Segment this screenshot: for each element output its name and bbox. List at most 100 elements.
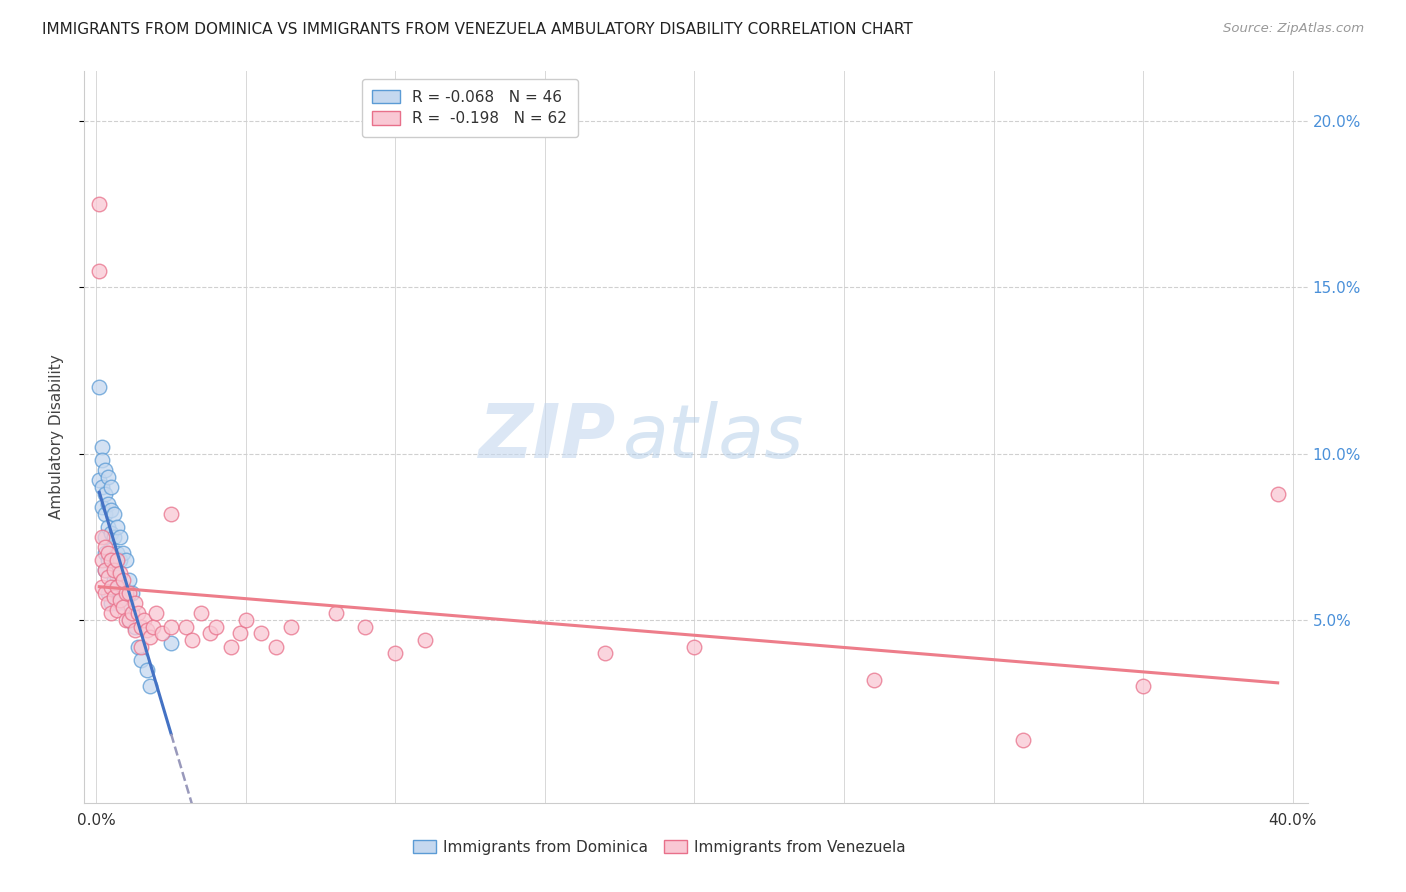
Point <box>105 553 128 567</box>
Point <box>1012 732 1035 747</box>
Point <box>91 530 114 544</box>
Point <box>97 470 120 484</box>
Point <box>160 507 183 521</box>
Point <box>91 500 114 514</box>
Legend: Immigrants from Dominica, Immigrants from Venezuela: Immigrants from Dominica, Immigrants fro… <box>406 834 912 861</box>
Point <box>136 623 159 637</box>
Point <box>94 563 117 577</box>
Point <box>118 613 141 627</box>
Point <box>354 619 377 633</box>
Point <box>94 507 117 521</box>
Point <box>145 607 167 621</box>
Text: IMMIGRANTS FROM DOMINICA VS IMMIGRANTS FROM VENEZUELA AMBULATORY DISABILITY CORR: IMMIGRANTS FROM DOMINICA VS IMMIGRANTS F… <box>42 22 912 37</box>
Point <box>112 546 135 560</box>
Point <box>129 619 152 633</box>
Text: Source: ZipAtlas.com: Source: ZipAtlas.com <box>1223 22 1364 36</box>
Point <box>250 626 273 640</box>
Point <box>160 636 183 650</box>
Point <box>105 520 128 534</box>
Point <box>121 586 143 600</box>
Point <box>863 673 886 687</box>
Point <box>129 653 152 667</box>
Point <box>103 590 125 604</box>
Point <box>115 553 138 567</box>
Point <box>118 573 141 587</box>
Point <box>94 563 117 577</box>
Point <box>100 480 122 494</box>
Point <box>129 640 152 654</box>
Point <box>413 632 436 647</box>
Point <box>683 640 706 654</box>
Point <box>105 596 128 610</box>
Point <box>110 593 132 607</box>
Point <box>97 497 120 511</box>
Point <box>89 197 111 211</box>
Text: ZIP: ZIP <box>479 401 616 474</box>
Point <box>110 566 132 581</box>
Text: atlas: atlas <box>623 401 804 473</box>
Point <box>384 646 406 660</box>
Point <box>112 580 135 594</box>
Point <box>115 586 138 600</box>
Point <box>94 540 117 554</box>
Point <box>280 619 302 633</box>
Point <box>91 553 114 567</box>
Point <box>89 380 111 394</box>
Point <box>103 530 125 544</box>
Point <box>264 640 287 654</box>
Point <box>118 613 141 627</box>
Point <box>97 586 120 600</box>
Point <box>110 553 132 567</box>
Point <box>110 530 132 544</box>
Point <box>97 553 120 567</box>
Point <box>124 596 146 610</box>
Point <box>103 573 125 587</box>
Point <box>97 596 120 610</box>
Point <box>115 613 138 627</box>
Point <box>127 607 149 621</box>
Point <box>127 640 149 654</box>
Point <box>110 590 132 604</box>
Point <box>105 603 128 617</box>
Point <box>97 546 120 560</box>
Point <box>91 480 114 494</box>
Point <box>121 607 143 621</box>
Point <box>100 553 122 567</box>
Point <box>97 570 120 584</box>
Point <box>139 680 162 694</box>
Point <box>94 486 117 500</box>
Point <box>105 546 128 560</box>
Point <box>142 619 165 633</box>
Point <box>1132 680 1154 694</box>
Point <box>219 640 242 654</box>
Point <box>139 630 162 644</box>
Point <box>160 619 183 633</box>
Point <box>91 580 114 594</box>
Point <box>124 623 146 637</box>
Point <box>89 473 111 487</box>
Point <box>181 632 204 647</box>
Point <box>91 453 114 467</box>
Point <box>103 549 125 564</box>
Point <box>100 607 122 621</box>
Point <box>94 530 117 544</box>
Point <box>94 463 117 477</box>
Point <box>198 626 221 640</box>
Point <box>89 264 111 278</box>
Point <box>103 563 125 577</box>
Point <box>112 573 135 587</box>
Point <box>134 613 156 627</box>
Point <box>100 596 122 610</box>
Point <box>94 586 117 600</box>
Point <box>103 507 125 521</box>
Point <box>105 580 128 594</box>
Point <box>136 663 159 677</box>
Point <box>112 599 135 614</box>
Point <box>325 607 347 621</box>
Point <box>100 553 122 567</box>
Y-axis label: Ambulatory Disability: Ambulatory Disability <box>49 355 63 519</box>
Point <box>97 520 120 534</box>
Point <box>174 619 197 633</box>
Point <box>1267 486 1289 500</box>
Point <box>100 580 122 594</box>
